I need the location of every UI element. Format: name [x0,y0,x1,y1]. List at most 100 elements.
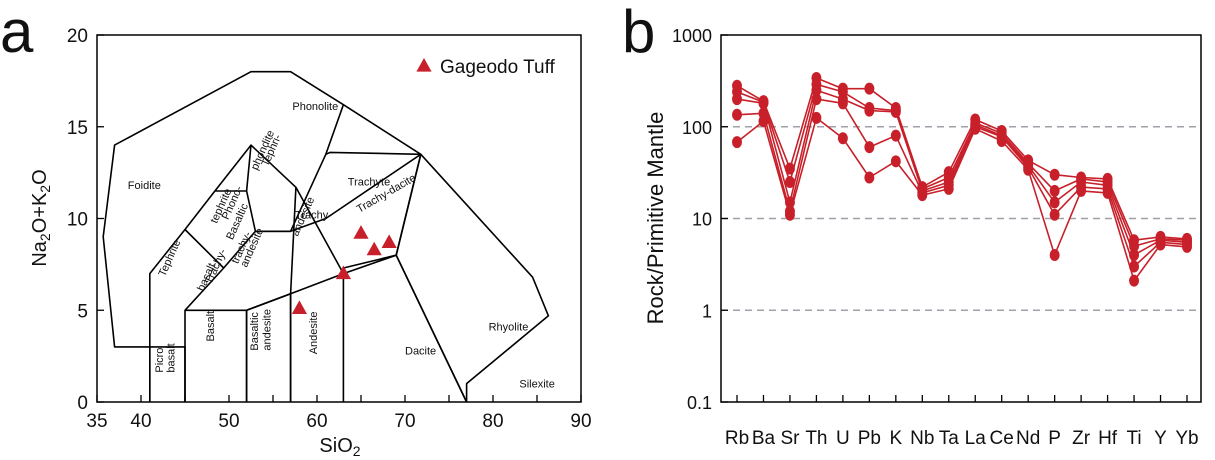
spider-axes: 0.1 1 10 100 1000 Rb Ba Sr Th U Pb K Nb Ta La Ce Nd P Zr Hf… [643,26,1199,449]
spider-x-tick-label: Yb [1175,428,1198,449]
tas-x-tick-label: 70 [394,411,415,432]
spider-data-point [811,93,822,106]
tas-boundary-line [245,145,252,192]
tas-boundary-line [325,151,421,156]
spider-data-point [811,84,822,97]
spider-data-point [864,104,875,117]
tas-boundary-line [343,254,468,403]
spider-data-point [864,82,875,95]
tas-field-label: Picro [154,348,166,373]
tas-field-label: Trachy- [295,210,332,222]
tas-data-point [335,265,351,280]
spider-data-point [864,141,875,154]
spider-y-tick-label: 1 [702,301,712,321]
tas-legend: Gageodo Tuff [416,57,556,78]
spider-data-point [1129,260,1140,273]
tas-y-axis-title: Na2O+K2O [29,169,53,266]
spider-series-line [736,98,1188,268]
spider-x-tick-label: P [1048,428,1061,449]
tas-field-label: Rhyolite [489,321,529,333]
tas-x-tick-label: 80 [482,411,503,432]
tas-field-label: Andesite [308,311,320,354]
spider-data-point [784,175,795,188]
tas-field-label: Basaltic [249,312,261,351]
spider-data-point [811,111,822,124]
tas-boundary-line [289,272,345,402]
tas-field-labels: FoiditePhonoliteTephri-phonditeTrachyteP… [128,101,555,390]
tas-x-tick-label: 90 [570,411,591,432]
tas-data-point [291,300,307,315]
spider-x-tick-label: Zr [1072,428,1091,449]
spider-data-point [890,129,901,142]
spider-data-point [943,182,954,195]
tas-legend-marker [416,58,432,72]
spider-data-point [758,115,769,128]
spider-x-tick-label: La [965,428,987,449]
tas-legend-label: Gageodo Tuff [440,57,556,78]
spider-data-point [1102,186,1113,199]
spider-x-tick-label: Hf [1098,428,1118,449]
spider-x-tick-label: Nd [1016,428,1040,449]
spider-data-point [732,93,742,106]
spider-data-point [784,208,795,221]
spider-y-tick-label: 10 [692,210,712,230]
spider-x-tick-label: Rb [725,428,749,449]
tas-y-tick-label: 5 [77,301,88,322]
spider-series-line [736,117,1188,282]
spider-data-point [996,134,1007,147]
tas-field-label: Silexite [519,378,554,390]
spider-series-line [736,89,1188,256]
spider-x-tick-label: Y [1154,428,1167,449]
spider-data-point [1076,184,1087,197]
tas-field-boundaries [102,70,550,403]
tas-x-axis-title: SiO2 [319,435,360,459]
spider-y-tick-label: 1000 [672,26,712,46]
spider-x-tick-label: Pb [858,428,881,449]
tas-diagram: FoiditePhonoliteTephri-phonditeTrachyteP… [29,26,592,459]
tas-axes: 35 40 50 60 70 80 90 0 5 10 15 20 SiO2 Na2O+K2O [29,26,592,459]
tas-x-tick-label: 40 [130,411,151,432]
panel-label-a: a [0,0,34,65]
tas-y-tick-label: 10 [67,210,88,231]
spider-data-point [1155,238,1166,251]
spider-data-point [1049,208,1060,221]
spider-data-point [732,108,742,121]
tas-x-tick-label: 50 [218,411,239,432]
spider-x-tick-label: Ti [1126,428,1141,449]
tas-data-point [366,241,382,256]
spider-y-tick-label: 100 [682,118,712,138]
tas-x-tick-label: 35 [86,411,107,432]
tas-field-label: Trachyte [348,176,390,188]
spider-x-tick-label: Ta [939,428,960,449]
tas-field-label: Foidite [128,180,161,192]
tas-y-tick-label: 15 [67,118,88,139]
tas-boundary-line [420,153,550,402]
spider-x-tick-label: Ce [990,428,1014,449]
tas-field-label: Tephrite [157,238,184,279]
tas-y-tick-label: 20 [67,26,88,47]
spider-x-tick-label: U [836,428,850,449]
spider-y-tick-label: 0.1 [687,393,712,413]
spider-series [732,71,1192,287]
spider-data-point [1049,196,1060,209]
spider-diagram: 0.1 1 10 100 1000 Rb Ba Sr Th U Pb K Nb Ta La Ce Nd P Zr Hf… [643,26,1202,449]
spider-data-point [837,132,848,145]
spider-data-point [890,155,901,168]
tas-field-label: Basalt [205,311,217,342]
tas-data-point [381,234,397,248]
tas-boundary-line [290,153,422,233]
spider-data-point [917,189,928,202]
panel-label-b: b [622,0,655,65]
spider-data-point [864,171,875,184]
tas-field-label: basalt [165,343,177,372]
spider-data-point [890,105,901,118]
tas-data-point [353,225,369,239]
spider-data-point [1129,274,1140,287]
tas-field-label: andesite [261,309,273,351]
spider-data-point [1023,163,1034,176]
tas-y-tick-label: 0 [77,393,88,414]
tas-data-points [291,225,397,315]
spider-y-axis-title: Rock/Primitive Mantle [643,112,668,325]
tas-boundary-line [395,154,422,256]
